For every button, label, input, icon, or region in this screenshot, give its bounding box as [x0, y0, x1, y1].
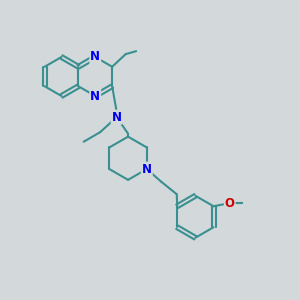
Text: O: O [225, 197, 235, 210]
Text: N: N [112, 111, 122, 124]
Text: N: N [90, 50, 100, 64]
Text: N: N [90, 89, 100, 103]
Text: N: N [142, 163, 152, 176]
